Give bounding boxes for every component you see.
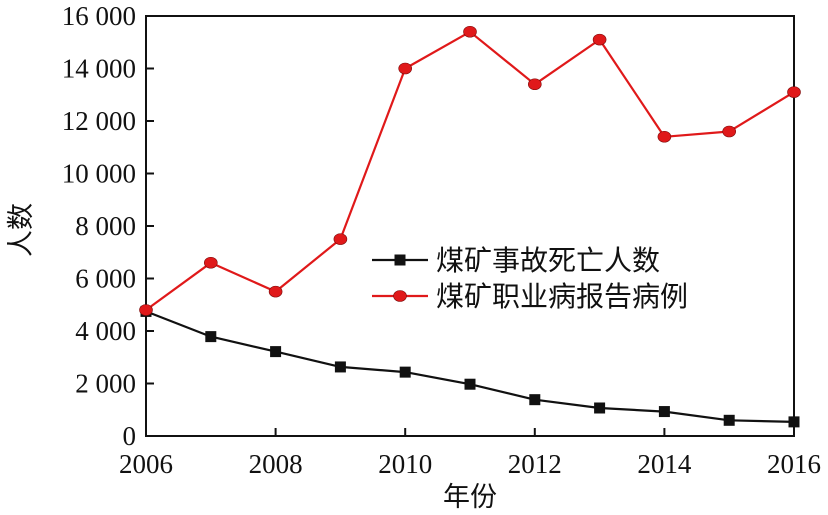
data-point — [334, 361, 346, 373]
plot-frame — [145, 15, 795, 437]
data-point — [204, 256, 218, 269]
y-tick-label: 8 000 — [75, 211, 136, 241]
data-point — [399, 366, 411, 378]
y-tick-label: 4 000 — [75, 316, 136, 346]
data-point — [333, 233, 348, 245]
data-point — [270, 346, 282, 358]
y-tick-label: 14 000 — [62, 54, 136, 84]
legend-label: 煤矿事故死亡人数 — [436, 244, 660, 277]
data-point — [205, 331, 217, 343]
series-line — [145, 310, 795, 423]
legend-marker — [394, 254, 406, 266]
y-tick-label: 2 000 — [75, 369, 136, 399]
data-point — [788, 416, 800, 428]
y-tick-label: 0 — [123, 421, 137, 451]
data-point — [463, 25, 477, 38]
x-tick-label: 2014 — [637, 449, 692, 479]
legend-entry: 煤矿事故死亡人数 — [372, 244, 660, 277]
legend-marker — [393, 290, 407, 302]
data-point — [787, 86, 801, 98]
y-tick-label: 12 000 — [62, 106, 136, 136]
data-point — [657, 130, 672, 143]
y-tick-label: 10 000 — [62, 159, 136, 189]
x-axis-title: 年份 — [443, 482, 497, 513]
data-point — [723, 414, 735, 426]
y-tick-label: 16 000 — [62, 1, 136, 31]
data-point — [398, 62, 413, 75]
data-point — [594, 402, 606, 414]
x-tick-label: 2016 — [767, 449, 821, 479]
data-point — [592, 33, 607, 46]
data-point — [139, 304, 153, 316]
legend-label: 煤矿职业病报告病例 — [436, 280, 688, 313]
x-tick-label: 2008 — [249, 449, 303, 479]
x-tick-label: 2012 — [508, 449, 562, 479]
x-tick-label: 2006 — [119, 449, 173, 479]
x-tick-label: 2010 — [378, 449, 432, 479]
data-point — [464, 378, 476, 390]
series-2 — [139, 25, 801, 316]
axes — [145, 15, 795, 437]
legend-entry: 煤矿职业病报告病例 — [372, 280, 688, 313]
series-1 — [140, 305, 800, 428]
data-point — [529, 394, 541, 406]
series — [139, 25, 801, 428]
y-axis-title: 人数 — [6, 203, 37, 257]
data-point — [527, 78, 542, 91]
ticks: 0 2 000 4 000 6 000 8 000 10 000 12 000 14 000 1… — [62, 1, 821, 479]
data-point — [722, 125, 737, 138]
data-point — [268, 285, 283, 298]
data-point — [658, 406, 670, 418]
y-tick-label: 6 000 — [75, 264, 136, 294]
